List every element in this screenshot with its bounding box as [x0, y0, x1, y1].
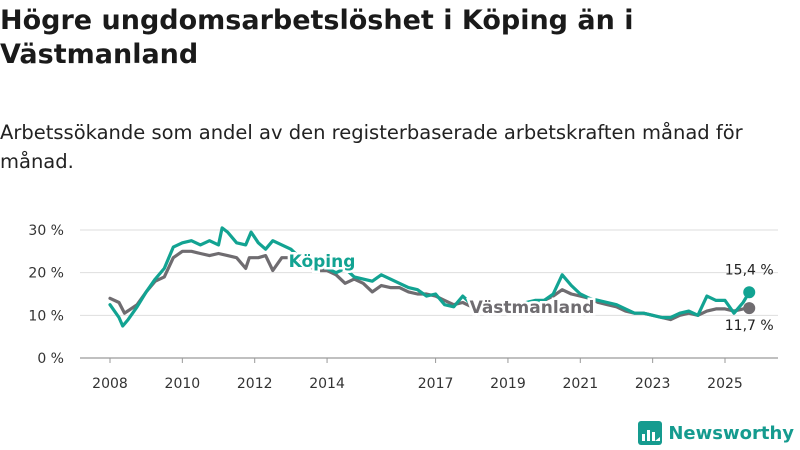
series-line-koping [108, 226, 751, 328]
newsworthy-logo-icon [638, 421, 663, 445]
y-tick-label: 20 % [28, 266, 64, 282]
x-tick-label: 2023 [635, 376, 671, 392]
y-tick-label: 0 % [37, 351, 64, 367]
x-tick-label: 2010 [165, 376, 201, 392]
series-line-vastmanland [108, 249, 751, 322]
end-marker-vastmanland [743, 302, 756, 315]
series-lines [108, 226, 751, 328]
y-axis: 0 % 10 % 20 % 30 % [28, 223, 64, 367]
x-tick-label: 2014 [309, 376, 345, 392]
line-chart: 0 % 10 % 20 % 30 % 2008 2010 2012 2014 2017 2019… [28, 223, 778, 392]
series-label-koping: Köping [289, 252, 356, 272]
chart-subtitle: Arbetssökande som andel av den registerb… [0, 121, 743, 173]
y-tick-label: 30 % [28, 223, 64, 239]
brand-name: Newsworthy [668, 422, 794, 444]
gridlines [80, 229, 778, 316]
end-label-koping: 15,4 % [725, 262, 774, 278]
series-labels: Köping Västmanland [286, 250, 597, 321]
end-label-vastmanland: 11,7 % [725, 318, 774, 334]
x-tick-label: 2025 [707, 376, 743, 392]
x-tick-labels: 2008 2010 2012 2014 2017 2019 2021 2023 2025 [92, 358, 743, 392]
x-tick-label: 2012 [237, 376, 273, 392]
x-tick-label: 2019 [490, 376, 526, 392]
end-marker-koping [743, 286, 756, 299]
chart-title: Högre ungdomsarbetslöshet i Köping än i … [0, 5, 634, 70]
x-tick-label: 2017 [418, 376, 454, 392]
brand-logo: Newsworthy [638, 420, 794, 446]
x-tick-label: 2021 [562, 376, 598, 392]
end-markers: 15,4 % 11,7 % [725, 262, 774, 334]
series-label-vastmanland: Västmanland [470, 298, 595, 318]
y-tick-label: 10 % [28, 308, 64, 324]
x-tick-label: 2008 [92, 376, 128, 392]
